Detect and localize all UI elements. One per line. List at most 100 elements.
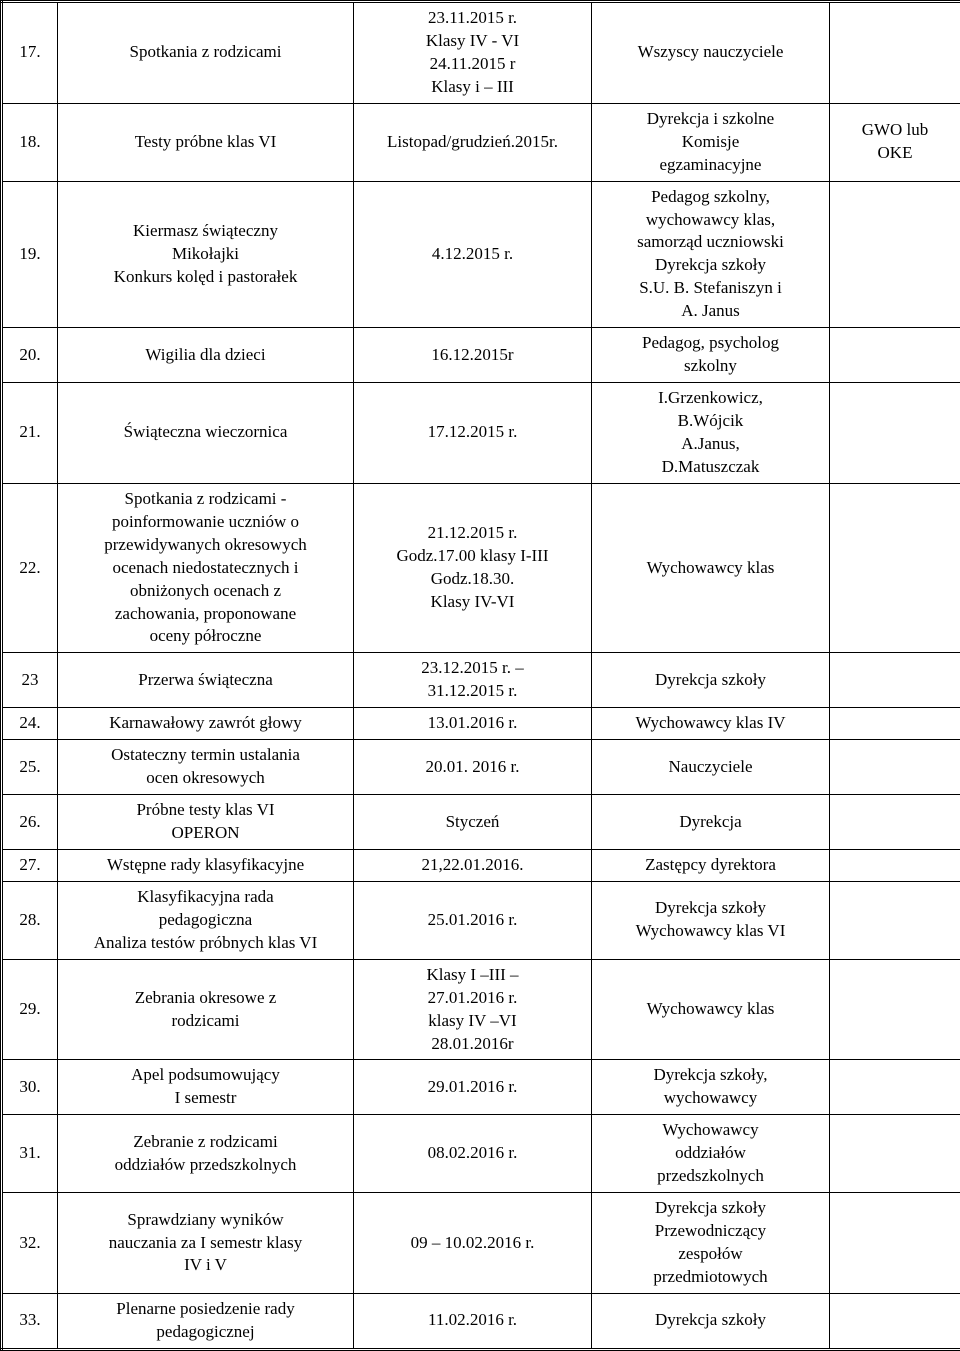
row-who: Wychowawcy klas <box>592 959 830 1060</box>
row-who: Dyrekcja szkoły, wychowawcy <box>592 1060 830 1115</box>
row-who: Zastępcy dyrektora <box>592 849 830 881</box>
row-note <box>830 653 960 708</box>
row-date: 21.12.2015 r. Godz.17.00 klasy I-III God… <box>354 483 592 653</box>
row-event: Zebrania okresowe z rodzicami <box>58 959 354 1060</box>
row-who: Wychowawcy klas IV <box>592 708 830 740</box>
table-row: 24.Karnawałowy zawrót głowy13.01.2016 r.… <box>2 708 960 740</box>
schedule-tbody: 17.Spotkania z rodzicami23.11.2015 r. Kl… <box>2 2 960 1350</box>
row-note <box>830 483 960 653</box>
table-row: 17.Spotkania z rodzicami23.11.2015 r. Kl… <box>2 2 960 104</box>
row-number: 30. <box>2 1060 58 1115</box>
row-event: Wigilia dla dzieci <box>58 328 354 383</box>
row-number: 18. <box>2 103 58 181</box>
table-row: 27.Wstępne rady klasyfikacyjne21,22.01.2… <box>2 849 960 881</box>
row-event: Przerwa świąteczna <box>58 653 354 708</box>
row-number: 32. <box>2 1193 58 1294</box>
row-date: 09 – 10.02.2016 r. <box>354 1193 592 1294</box>
row-event: Testy próbne klas VI <box>58 103 354 181</box>
table-row: 32.Sprawdziany wyników nauczania za I se… <box>2 1193 960 1294</box>
row-who: Dyrekcja i szkolne Komisje egzaminacyjne <box>592 103 830 181</box>
schedule-table: 17.Spotkania z rodzicami23.11.2015 r. Kl… <box>0 0 960 1351</box>
row-number: 19. <box>2 181 58 328</box>
row-who: Pedagog, psycholog szkolny <box>592 328 830 383</box>
row-who: Wychowawcy oddziałów przedszkolnych <box>592 1115 830 1193</box>
row-event: Plenarne posiedzenie rady pedagogicznej <box>58 1293 354 1349</box>
row-note <box>830 740 960 795</box>
row-date: 20.01. 2016 r. <box>354 740 592 795</box>
row-date: 29.01.2016 r. <box>354 1060 592 1115</box>
row-event: Spotkania z rodzicami <box>58 2 354 104</box>
row-note <box>830 383 960 484</box>
row-number: 20. <box>2 328 58 383</box>
row-event: Kiermasz świąteczny Mikołajki Konkurs ko… <box>58 181 354 328</box>
row-number: 28. <box>2 881 58 959</box>
row-date: Styczeń <box>354 795 592 850</box>
table-row: 33.Plenarne posiedzenie rady pedagogiczn… <box>2 1293 960 1349</box>
row-number: 25. <box>2 740 58 795</box>
row-number: 21. <box>2 383 58 484</box>
row-event: Apel podsumowujący I semestr <box>58 1060 354 1115</box>
row-number: 24. <box>2 708 58 740</box>
table-row: 29.Zebrania okresowe z rodzicamiKlasy I … <box>2 959 960 1060</box>
row-who: Dyrekcja szkoły <box>592 1293 830 1349</box>
table-row: 22.Spotkania z rodzicami - poinformowani… <box>2 483 960 653</box>
table-row: 25.Ostateczny termin ustalania ocen okre… <box>2 740 960 795</box>
row-date: 21,22.01.2016. <box>354 849 592 881</box>
row-event: Sprawdziany wyników nauczania za I semes… <box>58 1193 354 1294</box>
row-who: Nauczyciele <box>592 740 830 795</box>
row-who: I.Grzenkowicz, B.Wójcik A.Janus, D.Matus… <box>592 383 830 484</box>
row-event: Wstępne rady klasyfikacyjne <box>58 849 354 881</box>
row-note <box>830 849 960 881</box>
row-event: Ostateczny termin ustalania ocen okresow… <box>58 740 354 795</box>
row-number: 22. <box>2 483 58 653</box>
row-date: 4.12.2015 r. <box>354 181 592 328</box>
row-who: Dyrekcja szkoły <box>592 653 830 708</box>
row-who: Wychowawcy klas <box>592 483 830 653</box>
row-number: 23 <box>2 653 58 708</box>
table-row: 20.Wigilia dla dzieci16.12.2015rPedagog,… <box>2 328 960 383</box>
row-event: Zebranie z rodzicami oddziałów przedszko… <box>58 1115 354 1193</box>
table-row: 28.Klasyfikacyjna rada pedagogiczna Anal… <box>2 881 960 959</box>
row-event: Spotkania z rodzicami - poinformowanie u… <box>58 483 354 653</box>
row-who: Wszyscy nauczyciele <box>592 2 830 104</box>
row-number: 31. <box>2 1115 58 1193</box>
row-note <box>830 181 960 328</box>
row-note <box>830 881 960 959</box>
row-note <box>830 959 960 1060</box>
table-row: 23Przerwa świąteczna23.12.2015 r. – 31.1… <box>2 653 960 708</box>
row-event: Świąteczna wieczornica <box>58 383 354 484</box>
row-date: Klasy I –III – 27.01.2016 r. klasy IV –V… <box>354 959 592 1060</box>
row-date: 25.01.2016 r. <box>354 881 592 959</box>
row-number: 17. <box>2 2 58 104</box>
row-note <box>830 1293 960 1349</box>
row-date: 17.12.2015 r. <box>354 383 592 484</box>
row-number: 27. <box>2 849 58 881</box>
row-date: 13.01.2016 r. <box>354 708 592 740</box>
row-note <box>830 795 960 850</box>
row-number: 33. <box>2 1293 58 1349</box>
row-note <box>830 1060 960 1115</box>
row-date: 23.11.2015 r. Klasy IV - VI 24.11.2015 r… <box>354 2 592 104</box>
row-date: 23.12.2015 r. – 31.12.2015 r. <box>354 653 592 708</box>
row-who: Dyrekcja szkoły Przewodniczący zespołów … <box>592 1193 830 1294</box>
table-row: 21.Świąteczna wieczornica17.12.2015 r.I.… <box>2 383 960 484</box>
row-note: GWO lub OKE <box>830 103 960 181</box>
row-date: 08.02.2016 r. <box>354 1115 592 1193</box>
table-row: 19.Kiermasz świąteczny Mikołajki Konkurs… <box>2 181 960 328</box>
row-who: Pedagog szkolny, wychowawcy klas, samorz… <box>592 181 830 328</box>
row-event: Karnawałowy zawrót głowy <box>58 708 354 740</box>
table-row: 30.Apel podsumowujący I semestr29.01.201… <box>2 1060 960 1115</box>
row-note <box>830 708 960 740</box>
row-date: Listopad/grudzień.2015r. <box>354 103 592 181</box>
row-date: 16.12.2015r <box>354 328 592 383</box>
row-note <box>830 1193 960 1294</box>
table-row: 18.Testy próbne klas VIListopad/grudzień… <box>2 103 960 181</box>
row-note <box>830 328 960 383</box>
row-event: Próbne testy klas VI OPERON <box>58 795 354 850</box>
row-event: Klasyfikacyjna rada pedagogiczna Analiza… <box>58 881 354 959</box>
row-date: 11.02.2016 r. <box>354 1293 592 1349</box>
row-note <box>830 1115 960 1193</box>
row-note <box>830 2 960 104</box>
row-who: Dyrekcja szkoły Wychowawcy klas VI <box>592 881 830 959</box>
table-row: 31.Zebranie z rodzicami oddziałów przeds… <box>2 1115 960 1193</box>
